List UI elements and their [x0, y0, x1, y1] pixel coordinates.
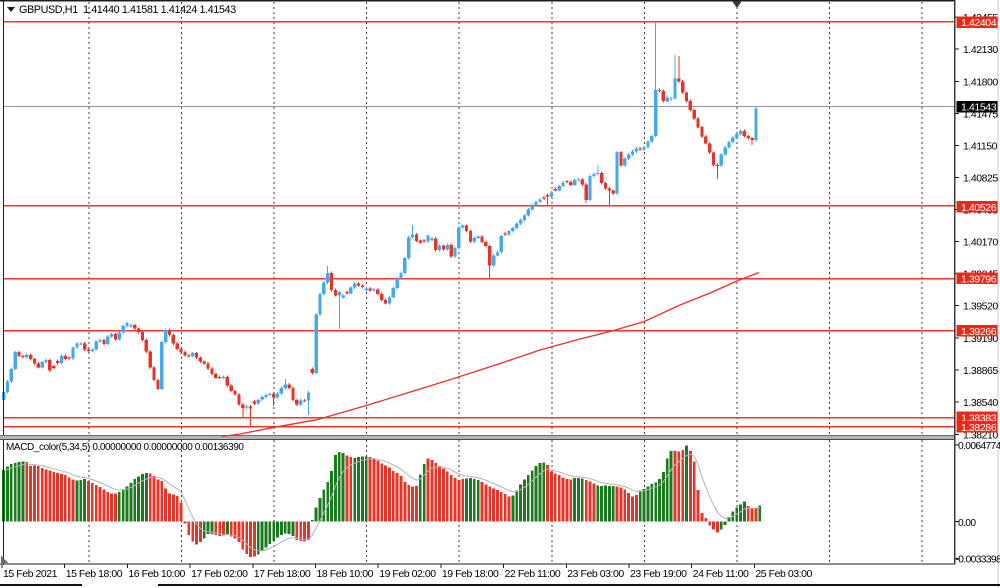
svg-text:1.39796: 1.39796 — [961, 274, 997, 286]
svg-text:-0.0033398: -0.0033398 — [956, 555, 1000, 566]
svg-text:23 Feb 03:00: 23 Feb 03:00 — [567, 568, 624, 580]
svg-text:19 Feb 18:00: 19 Feb 18:00 — [442, 568, 499, 580]
svg-text:0.0064774: 0.0064774 — [958, 441, 1000, 452]
svg-text:16 Feb 10:00: 16 Feb 10:00 — [128, 568, 185, 580]
svg-text:15 Feb 18:00: 15 Feb 18:00 — [66, 568, 123, 580]
svg-text:24 Feb 11:00: 24 Feb 11:00 — [693, 568, 749, 580]
svg-text:1.41543: 1.41543 — [961, 102, 997, 114]
svg-text:1.39520: 1.39520 — [963, 301, 998, 313]
svg-text:22 Feb 11:00: 22 Feb 11:00 — [505, 568, 561, 580]
svg-text:1.38540: 1.38540 — [963, 397, 998, 409]
svg-text:1.40526: 1.40526 — [961, 202, 997, 214]
svg-text:1.38286: 1.38286 — [961, 422, 997, 434]
svg-text:25 Feb 03:00: 25 Feb 03:00 — [755, 568, 812, 580]
svg-text:17 Feb 02:00: 17 Feb 02:00 — [191, 568, 248, 580]
svg-text:18 Feb 10:00: 18 Feb 10:00 — [317, 568, 374, 580]
svg-text:19 Feb 02:00: 19 Feb 02:00 — [379, 568, 436, 580]
svg-text:GBPUSD,H1 1.41440 1.41581 1.4: GBPUSD,H1 1.41440 1.41581 1.41424 1.4154… — [19, 4, 236, 16]
svg-text:1.42130: 1.42130 — [963, 44, 998, 56]
svg-text:1.40825: 1.40825 — [963, 172, 998, 184]
svg-text:1.41150: 1.41150 — [963, 140, 998, 152]
svg-text:1.41800: 1.41800 — [963, 76, 998, 88]
svg-text:1.42404: 1.42404 — [961, 17, 997, 29]
svg-text:17 Feb 18:00: 17 Feb 18:00 — [254, 568, 311, 580]
svg-text:15 Feb 2021: 15 Feb 2021 — [3, 568, 58, 580]
svg-text:1.39266: 1.39266 — [961, 326, 997, 338]
svg-text:1.38865: 1.38865 — [963, 365, 998, 377]
svg-text:1.40170: 1.40170 — [963, 237, 998, 249]
svg-text:0.00: 0.00 — [958, 518, 976, 529]
svg-text:MACD_color(5,34,5) 0.00000000: MACD_color(5,34,5) 0.00000000 0.00000000… — [6, 442, 244, 453]
svg-text:23 Feb 19:00: 23 Feb 19:00 — [630, 568, 687, 580]
